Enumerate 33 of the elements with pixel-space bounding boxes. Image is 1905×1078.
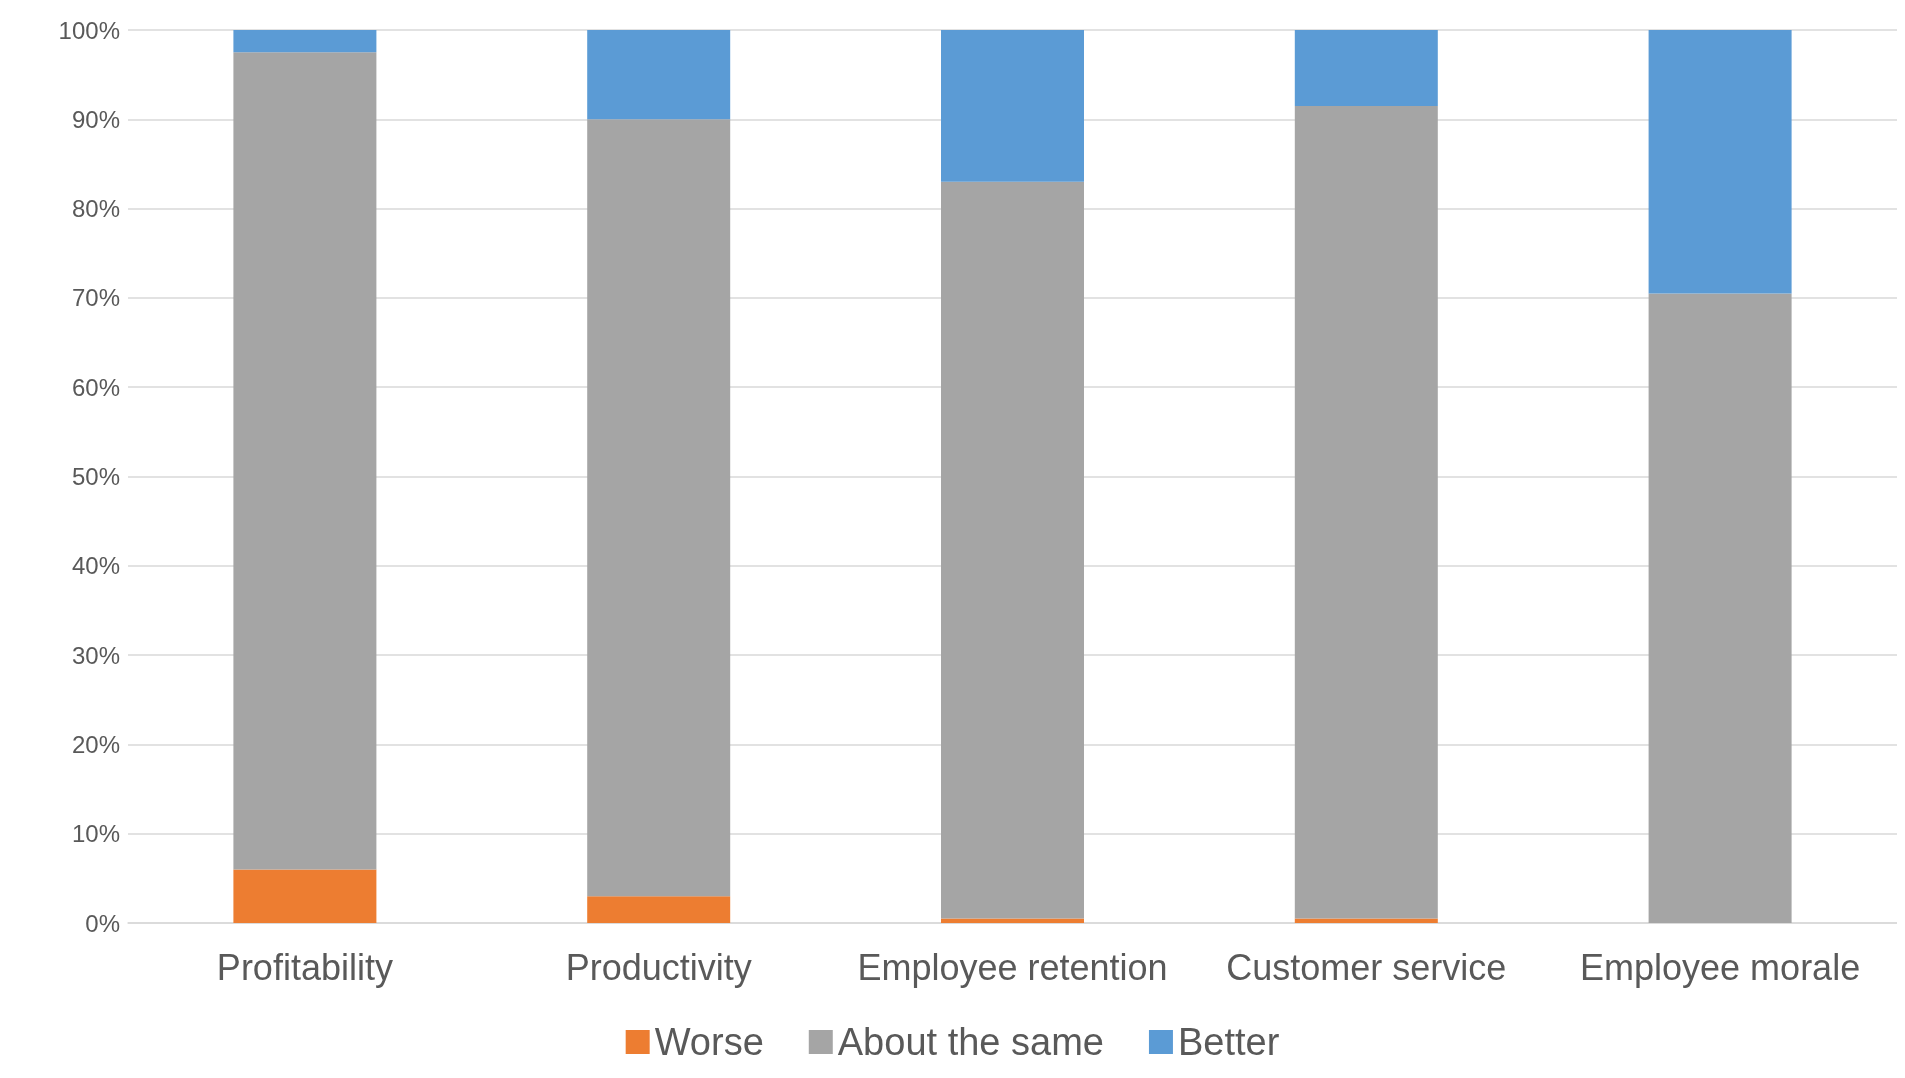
bar (941, 918, 1084, 923)
x-tick-label: Employee retention (857, 946, 1168, 988)
y-tick-label: 50% (71, 463, 120, 490)
y-tick-label: 100% (58, 16, 120, 44)
bar (233, 30, 377, 53)
bar (233, 52, 377, 870)
x-tick-label: Employee morale (1580, 946, 1861, 988)
legend-label: About the same (837, 1021, 1104, 1063)
y-tick-label: 90% (71, 105, 120, 133)
x-tick-label: Customer service (1226, 946, 1507, 988)
y-tick-label: 10% (71, 820, 120, 848)
y-tick-label: 0% (85, 909, 120, 937)
y-tick-label: 60% (71, 373, 120, 401)
x-tick-label: Profitability (216, 946, 393, 988)
bar (1294, 30, 1438, 106)
bar (941, 30, 1084, 182)
bar (1648, 293, 1792, 923)
y-tick-label: 70% (71, 284, 120, 312)
bar (587, 30, 731, 120)
y-tick-label: 30% (71, 641, 120, 669)
legend-label: Worse (654, 1021, 764, 1063)
bar (587, 119, 731, 897)
bar (1294, 918, 1438, 923)
bar (233, 869, 377, 923)
y-tick-label: 20% (71, 730, 120, 758)
bar (1294, 105, 1438, 919)
bar (941, 181, 1084, 919)
x-tick-label: Productivity (565, 946, 752, 988)
bar (1648, 30, 1792, 294)
y-tick-label: 40% (71, 552, 120, 580)
y-tick-label: 80% (71, 195, 120, 223)
bar (587, 896, 731, 923)
legend-label: Better (1177, 1021, 1280, 1063)
